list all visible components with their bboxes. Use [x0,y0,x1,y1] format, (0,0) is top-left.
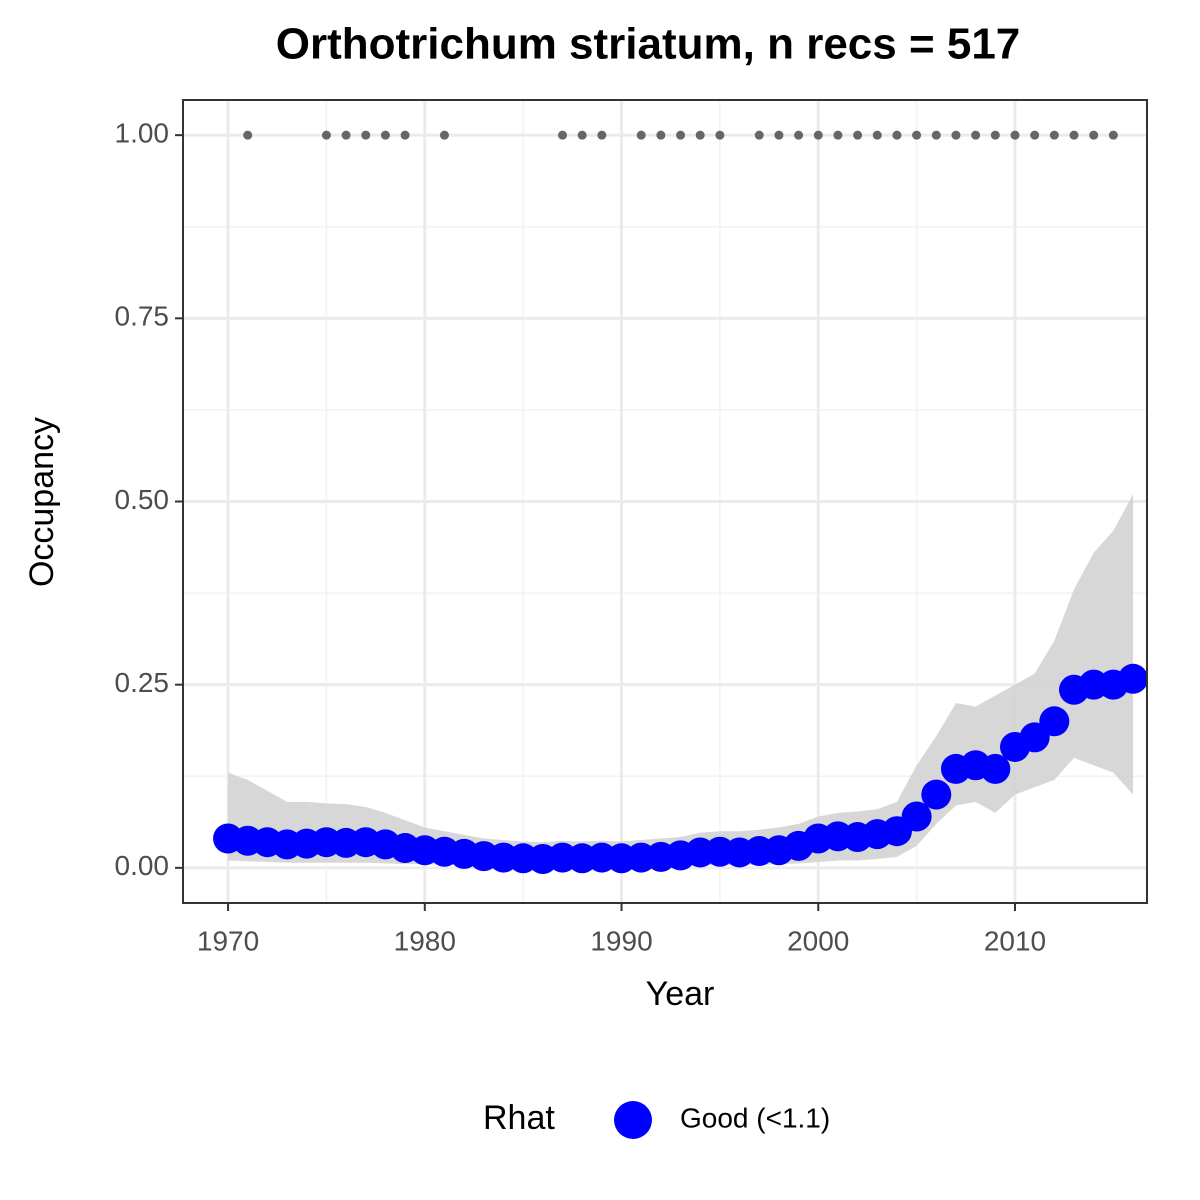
x-tick-label: 2010 [984,925,1046,956]
record-point [321,130,331,140]
data-point [921,779,952,810]
record-point [774,130,784,140]
record-point [833,130,843,140]
record-point [636,130,646,140]
record-point [715,130,725,140]
chart-title: Orthotrichum striatum, n recs = 517 [276,20,1021,69]
record-point [931,130,941,140]
record-point [754,130,764,140]
data-point [980,753,1011,784]
x-tick-label: 1980 [394,925,456,956]
record-point [380,130,390,140]
y-axis-label: Occupancy [23,417,61,587]
data-point [1118,663,1149,694]
record-point [558,130,568,140]
record-point [1010,130,1020,140]
record-point [1108,130,1118,140]
x-tick-label: 2000 [787,925,849,956]
record-point [892,130,902,140]
y-tick-label: 0.25 [115,667,170,698]
y-tick-label: 0.75 [115,301,170,332]
record-point [951,130,961,140]
record-point [361,130,371,140]
record-point [656,130,666,140]
record-point [912,130,922,140]
y-tick-label: 0.00 [115,850,170,881]
record-point [400,130,410,140]
legend-title: Rhat [483,1099,555,1137]
record-point [853,130,863,140]
record-point [1069,130,1079,140]
record-point [439,130,449,140]
x-tick-label: 1970 [197,925,259,956]
record-point [1030,130,1040,140]
record-point [676,130,686,140]
record-point [813,130,823,140]
record-point [872,130,882,140]
record-point [1089,130,1099,140]
data-point [901,801,932,832]
legend-marker [614,1101,652,1139]
record-point [1049,130,1059,140]
record-point [341,130,351,140]
record-point [597,130,607,140]
legend-label: Good (<1.1) [680,1102,830,1133]
y-tick-label: 1.00 [115,118,170,149]
record-point [695,130,705,140]
record-point [243,130,253,140]
confidence-band [228,494,1134,866]
x-tick-label: 1990 [590,925,652,956]
record-point [577,130,587,140]
record-point [794,130,804,140]
x-axis-label: Year [646,975,715,1013]
plot-border [182,99,1148,904]
record-point [971,130,981,140]
data-point [1039,706,1070,737]
y-tick-label: 0.50 [115,484,170,515]
record-point [990,130,1000,140]
